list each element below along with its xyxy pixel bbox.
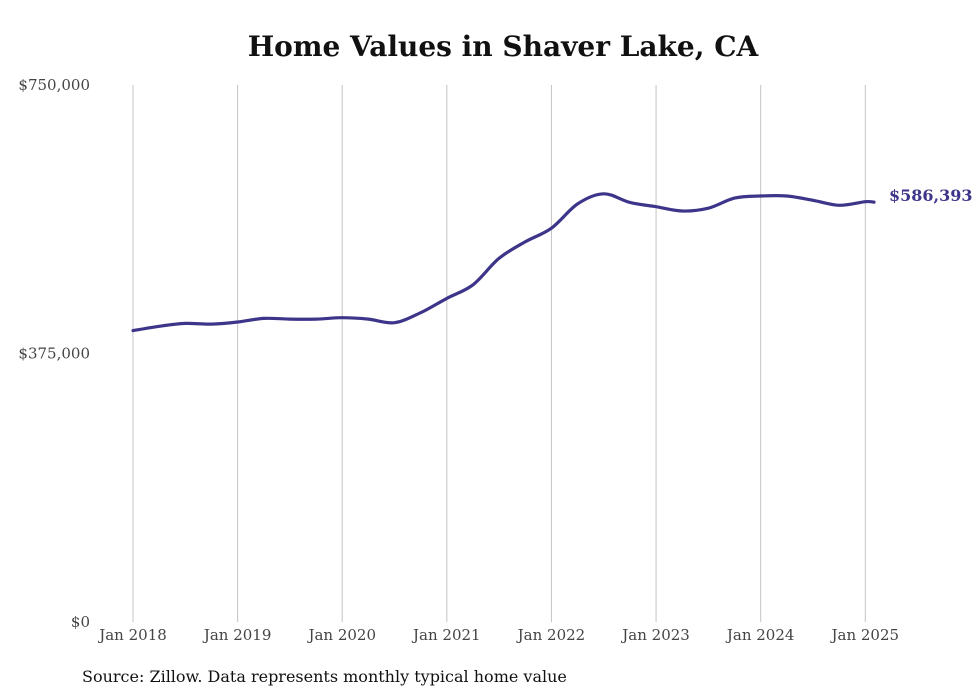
x-tick-label-2021-01: Jan 2021: [411, 626, 481, 644]
chart-title: Home Values in Shaver Lake, CA: [247, 30, 759, 63]
data-point-2023-01: [655, 206, 657, 208]
series-group: $586,393: [131, 186, 973, 333]
data-point-2020-04: [367, 318, 369, 320]
data-point-2018-07: [184, 322, 186, 324]
data-point-2019-10: [315, 318, 317, 320]
data-point-2021-04: [472, 284, 474, 286]
y-tick-label-375000: $375,000: [18, 345, 90, 363]
x-tick-label-2022-01: Jan 2022: [516, 626, 586, 644]
data-point-2024-01: [759, 195, 761, 197]
data-point-2020-10: [419, 311, 421, 313]
end-value-label: $586,393: [889, 186, 973, 205]
data-point-2020-01: [341, 317, 343, 319]
y-tick-label-750000: $750,000: [18, 76, 90, 94]
data-point-2018-04: [158, 325, 160, 327]
data-point-2025-01: [864, 201, 866, 203]
data-point-2019-01: [236, 321, 238, 323]
data-point-2024-07: [812, 199, 814, 201]
data-point-2022-07: [603, 193, 605, 195]
data-point-2024-10: [838, 204, 840, 206]
data-point-2022-10: [629, 201, 631, 203]
data-point-2023-04: [681, 210, 683, 212]
x-tick-label-2019-01: Jan 2019: [202, 626, 272, 644]
y-tick-label-0: $0: [71, 613, 90, 631]
vertical-gridlines: [132, 85, 866, 622]
data-point-2021-07: [498, 257, 500, 259]
series-line: [131, 192, 876, 333]
data-point-2024-04: [786, 195, 788, 197]
data-point-2025-02: [873, 201, 875, 203]
x-tick-label-2025-01: Jan 2025: [830, 626, 900, 644]
x-axis-ticks: Jan 2018 Jan 2019 Jan 2020 Jan 2021 Jan 2022…: [97, 626, 899, 644]
data-point-2022-04: [576, 203, 578, 205]
data-point-2023-07: [707, 207, 709, 209]
x-tick-label-2024-01: Jan 2024: [725, 626, 795, 644]
y-axis-ticks: $0 $375,000 $750,000: [18, 76, 90, 631]
x-tick-label-2020-01: Jan 2020: [306, 626, 376, 644]
source-note: Source: Zillow. Data represents monthly …: [82, 667, 567, 686]
data-point-2022-01: [550, 227, 552, 229]
data-point-2019-07: [289, 318, 291, 320]
data-point-2021-01: [446, 297, 448, 299]
data-point-2023-10: [733, 197, 735, 199]
data-point-2018-10: [210, 323, 212, 325]
x-tick-label-2018-01: Jan 2018: [97, 626, 167, 644]
data-point-2020-07: [393, 322, 395, 324]
data-point-2019-04: [263, 317, 265, 319]
data-point-2021-10: [524, 241, 526, 243]
data-point-2018-01: [132, 329, 134, 331]
x-tick-label-2023-01: Jan 2023: [620, 626, 690, 644]
